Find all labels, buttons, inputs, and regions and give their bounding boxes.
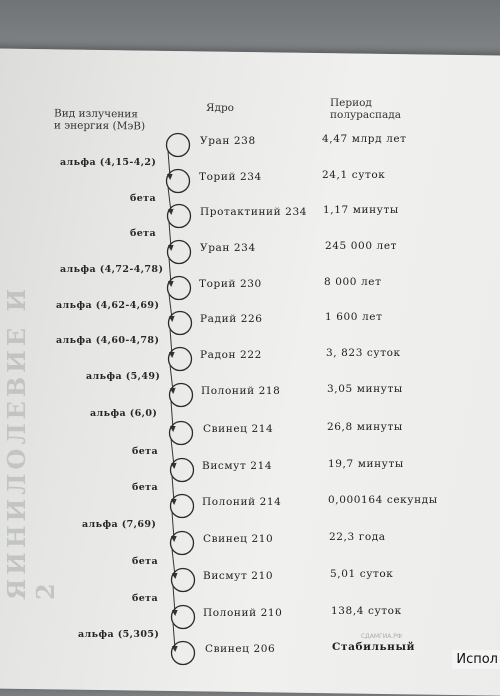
- nucleus-circle: [167, 346, 193, 372]
- nucleus-circle: [166, 203, 192, 229]
- transition-label: альфа (5,49): [86, 371, 161, 382]
- transition-label: альфа (4,62-4,69): [56, 299, 160, 311]
- nucleus-name: Протактиний 234: [200, 206, 308, 218]
- nucleus-name: Радий 226: [200, 313, 263, 325]
- nucleus-circle: [170, 640, 196, 666]
- watermark: СДАМГИА.РФ: [360, 633, 402, 640]
- nucleus-name: Радон 222: [200, 349, 262, 361]
- transition-label: альфа (4,15-4,2): [60, 157, 157, 168]
- halflife-value: 5,01 суток: [330, 568, 394, 580]
- nucleus-circle: [165, 168, 191, 194]
- nucleus-name: Уран 234: [200, 242, 256, 254]
- transition-label: альфа (4,60-4,78): [56, 335, 160, 346]
- nucleus-name: Уран 238: [200, 135, 256, 147]
- nucleus-circle: [166, 275, 192, 301]
- nucleus-circle: [170, 567, 196, 593]
- halflife-value: 138,4 суток: [331, 605, 402, 617]
- header-halflife: Период полураспада: [330, 97, 402, 121]
- header-nucleus: Ядро: [206, 102, 234, 114]
- transition-label: бета: [132, 555, 159, 567]
- nucleus-name: Свинец 214: [203, 423, 274, 435]
- nucleus-name: Торий 230: [199, 278, 262, 290]
- nucleus-circle: [169, 530, 195, 556]
- nucleus-name: Свинец 206: [205, 643, 276, 655]
- halflife-value: 1,17 минуты: [323, 204, 399, 216]
- transition-label: альфа (5,305): [78, 629, 160, 640]
- nucleus-name: Полоний 210: [203, 607, 283, 619]
- nucleus-name: Висмут 210: [203, 570, 274, 582]
- transition-label: альфа (4,72-4,78): [60, 264, 164, 275]
- halflife-value: 8 000 лет: [324, 276, 382, 288]
- halflife-value: 19,7 минуты: [328, 458, 404, 470]
- halflife-value: 0,000164 секунды: [328, 494, 438, 506]
- nucleus-circle: [166, 239, 192, 265]
- transition-label: бета: [132, 592, 159, 604]
- halflife-value: 245 000 лет: [325, 240, 398, 252]
- halflife-value: 3, 823 суток: [326, 347, 401, 359]
- transition-label: бета: [132, 482, 159, 493]
- nucleus-name: Полоний 218: [201, 385, 281, 397]
- nucleus-name: Торий 234: [199, 171, 262, 183]
- nucleus-circle: [170, 604, 196, 630]
- transition-label: бета: [132, 445, 159, 457]
- halflife-value: 22,3 года: [329, 531, 386, 543]
- transition-label: альфа (7,69): [82, 518, 157, 530]
- nucleus-circle: [165, 132, 191, 158]
- nucleus-circle: [168, 420, 194, 446]
- transition-label: бета: [130, 228, 157, 239]
- halflife-value: 24,1 суток: [322, 169, 386, 181]
- decay-chain-diagram: [165, 132, 196, 666]
- nucleus-circle: [169, 457, 195, 483]
- nucleus-name: Висмут 214: [202, 460, 273, 472]
- halflife-value: 1 600 лет: [325, 311, 383, 323]
- halflife-value: 4,47 млрд лет: [322, 133, 407, 145]
- transition-label: альфа (6,0): [90, 408, 158, 419]
- halflife-value: Стабильный: [332, 641, 415, 653]
- nucleus-name: Свинец 210: [203, 533, 274, 545]
- nucleus-circle: [168, 382, 194, 408]
- transition-label: бета: [130, 192, 157, 204]
- halflife-value: 26,8 минуты: [327, 421, 403, 433]
- cutoff-text: Испол: [452, 650, 500, 669]
- halflife-value: 3,05 минуты: [327, 383, 403, 395]
- nucleus-circle: [169, 493, 195, 519]
- nucleus-name: Полоний 214: [202, 496, 282, 508]
- nucleus-circle: [167, 310, 193, 336]
